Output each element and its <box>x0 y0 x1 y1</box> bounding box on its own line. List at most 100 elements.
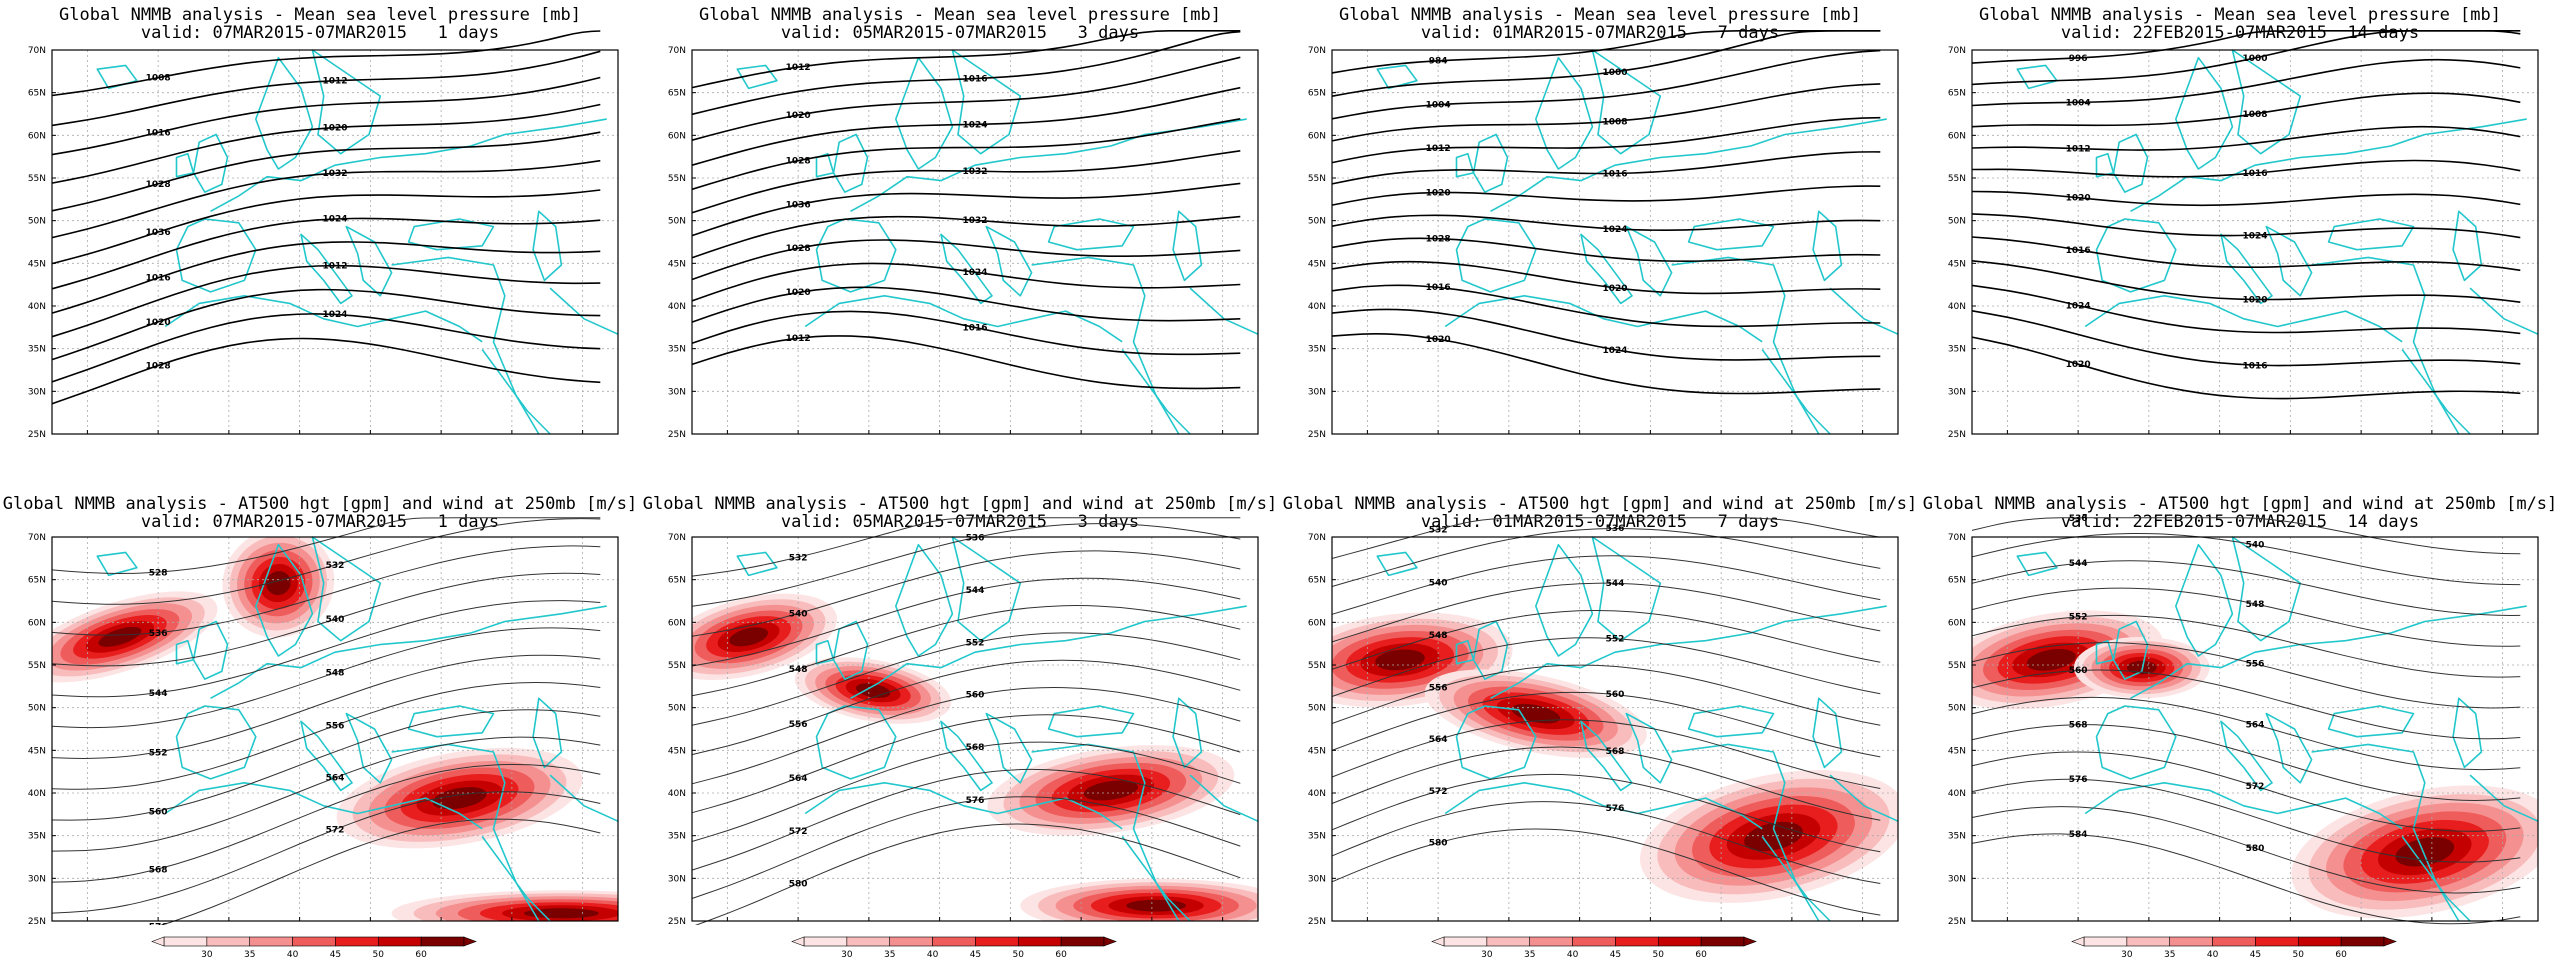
contour-line <box>691 286 1241 323</box>
contour-label: 540 <box>2246 541 2265 551</box>
contour-line <box>1971 336 2521 400</box>
coastlines <box>1376 536 1899 922</box>
lat-label: 40N <box>1308 789 1326 799</box>
contour-label: 1024 <box>1602 225 1627 235</box>
coastlines <box>736 536 1259 922</box>
wind-colorbar: 30 35 40 45 50 60 <box>791 936 1117 959</box>
contour-line <box>51 288 601 361</box>
contour-line <box>1971 159 2521 178</box>
coastline <box>345 712 393 784</box>
lat-label: 65N <box>668 576 686 586</box>
contour-label: 1012 <box>786 334 811 344</box>
contour-label: 1024 <box>322 310 347 320</box>
lat-label: 25N <box>28 430 46 440</box>
contour-label: 564 <box>2246 720 2265 730</box>
coastline <box>2452 697 2483 769</box>
lat-label: 55N <box>668 661 686 671</box>
contour-line <box>51 572 601 667</box>
contour-label: 564 <box>326 774 345 784</box>
coastline <box>2130 118 2527 213</box>
coastline <box>2469 774 2539 822</box>
contour-line <box>1331 284 1881 328</box>
colorbar-tick-label: 50 <box>1653 950 1665 959</box>
contour-line <box>1971 587 2521 647</box>
panel-title: Global NMMB analysis - Mean sea level pr… <box>640 6 1280 42</box>
colorbar-tick-label: 35 <box>244 950 255 959</box>
contour-line <box>1331 582 1881 643</box>
contour-lines <box>51 30 601 405</box>
coastline <box>1591 49 1662 155</box>
lat-label: 50N <box>668 217 686 227</box>
contour-label: 1028 <box>146 361 171 371</box>
contour-label: 536 <box>1606 524 1625 534</box>
contour-label: 540 <box>326 615 345 625</box>
contour-line <box>1971 92 2521 128</box>
wind-shading <box>1332 612 1898 903</box>
lat-label: 45N <box>1948 746 1966 756</box>
coastline <box>815 218 897 293</box>
colorbar-swatch <box>1657 936 1702 947</box>
coastline <box>985 225 1033 297</box>
contour-line <box>691 605 1241 697</box>
contour-label: 568 <box>2069 720 2088 730</box>
lat-label: 60N <box>28 618 46 628</box>
colorbar-tick-label: 30 <box>201 950 213 959</box>
contour-line <box>691 215 1241 259</box>
contour-label: 528 <box>149 568 168 578</box>
lat-label: 60N <box>1948 618 1966 628</box>
coastline <box>1580 233 1633 305</box>
coastline <box>1761 836 1831 922</box>
contour-label: 540 <box>1429 579 1448 589</box>
contour-line <box>1331 801 1881 884</box>
map-area: 1008 1012 1016 1020 1028 1032 1036 1024 1016 1012… <box>28 30 619 440</box>
contour-line <box>1971 532 2521 586</box>
contour-label: 1024 <box>2066 301 2091 311</box>
lat-label: 35N <box>28 832 46 842</box>
panel-valid-line: valid: 07MAR2015-07MAR2015 1 days <box>140 23 500 43</box>
panel-valid-line: valid: 22FEB2015-07MAR2015 14 days <box>2060 23 2420 43</box>
coastline <box>96 64 138 90</box>
lat-label: 55N <box>668 174 686 184</box>
coastline <box>311 536 382 642</box>
contour-line <box>691 29 1241 89</box>
contour-line <box>1971 125 2521 151</box>
panel-valid-line: valid: 05MAR2015-07MAR2015 3 days <box>780 23 1140 43</box>
contour-line <box>51 159 601 239</box>
contour-line <box>1331 609 1881 670</box>
lat-label: 70N <box>1308 533 1326 543</box>
contour-label: 1028 <box>786 244 811 254</box>
contour-line <box>1331 49 1881 120</box>
contour-label: 1016 <box>146 274 171 284</box>
contour-line <box>1331 237 1881 262</box>
map-panel-z500-1: Global NMMB analysis - AT500 hgt [gpm] a… <box>0 485 640 960</box>
panel-title: Global NMMB analysis - Mean sea level pr… <box>1920 6 2560 42</box>
map-svg: 1008 1012 1016 1020 1028 1032 1036 1024 1016 1012… <box>28 30 619 440</box>
coastline <box>1047 705 1135 738</box>
lat-label: 65N <box>28 576 46 586</box>
contour-line <box>1331 527 1881 587</box>
map-svg: 996 1000 1004 1008 1012 1016 1020 1024 1016 1020 1… <box>1948 29 2539 440</box>
coastline <box>1580 720 1633 792</box>
lat-label: 45N <box>28 259 46 269</box>
contour-label: 552 <box>1606 634 1625 644</box>
contour-line <box>691 686 1241 785</box>
contour-line <box>691 118 1241 191</box>
coastline <box>940 720 993 792</box>
map-panel-mslp-4: Global NMMB analysis - Mean sea level pr… <box>1920 0 2560 480</box>
coastline <box>985 712 1033 784</box>
contour-label: 580 <box>1429 838 1448 848</box>
contour-label: 552 <box>966 638 985 648</box>
lat-label: 65N <box>28 89 46 99</box>
lat-label: 60N <box>668 131 686 141</box>
lat-label: 60N <box>28 131 46 141</box>
contour-line <box>1331 185 1881 206</box>
contour-label: 568 <box>966 743 985 753</box>
lat-label: 40N <box>28 302 46 312</box>
lat-label: 65N <box>1948 89 1966 99</box>
lat-label: 70N <box>668 46 686 56</box>
contour-label: 1032 <box>322 169 347 179</box>
contour-line <box>51 337 601 405</box>
contour-line <box>691 335 1241 390</box>
contour-line <box>1331 691 1881 758</box>
lat-label: 30N <box>1948 387 1966 397</box>
